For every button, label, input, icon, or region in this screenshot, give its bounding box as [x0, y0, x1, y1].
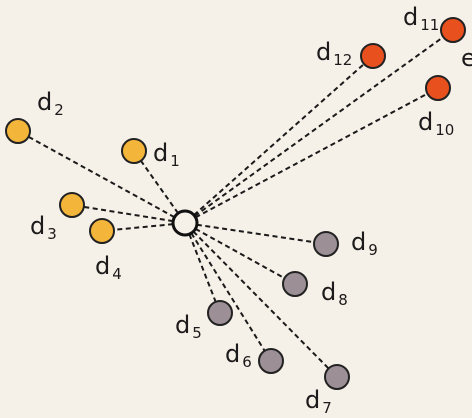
label-d12-base: d	[316, 38, 331, 66]
edge-d8	[195, 227, 285, 280]
node-d1	[121, 138, 147, 164]
label-d9-base: d	[351, 228, 366, 256]
edge-group	[28, 36, 444, 370]
edge-d6	[190, 232, 266, 352]
label-d6-base: d	[225, 340, 240, 368]
label-d5-subscript: 5	[192, 324, 202, 342]
label-d8-subscript: 8	[338, 291, 348, 309]
node-d10	[425, 75, 451, 101]
label-d7-base: d	[305, 386, 320, 414]
center-node	[171, 209, 199, 237]
cropped-text-fragment: e	[461, 44, 472, 72]
node-d3	[59, 192, 85, 218]
label-d4-subscript: 4	[112, 265, 122, 283]
edge-d11	[194, 36, 444, 217]
label-d8-base: d	[321, 278, 336, 306]
label-d2-base: d	[37, 88, 52, 116]
edge-d7	[192, 230, 330, 370]
label-d6-subscript: 6	[242, 353, 252, 371]
label-d1-base: d	[153, 139, 168, 167]
node-d11	[440, 17, 466, 43]
label-group: d 1d 2d 3d 4d 5d 6d 7d 8d 9d 10d 11d 12	[30, 3, 454, 417]
label-d10-base: d	[418, 108, 433, 136]
node-d4	[89, 218, 115, 244]
edge-d3	[83, 205, 174, 223]
label-d5-base: d	[175, 311, 190, 339]
edge-d9	[196, 223, 315, 244]
label-d4-base: d	[95, 252, 110, 280]
edge-d1	[140, 160, 179, 214]
node-d12	[360, 43, 386, 69]
label-d3-base: d	[30, 212, 45, 240]
label-d7-subscript: 7	[322, 399, 332, 417]
node-d9	[313, 231, 339, 257]
node-group	[5, 17, 466, 390]
label-d11: d 11	[403, 3, 439, 34]
edge-d4	[113, 223, 174, 231]
label-d11-base: d	[403, 3, 418, 31]
node-d5	[207, 300, 233, 326]
node-d6	[258, 348, 284, 374]
label-d12-subscript: 12	[333, 51, 352, 69]
node-d2	[5, 118, 31, 144]
label-d10: d 10	[418, 108, 454, 139]
label-d2-subscript: 2	[54, 101, 64, 119]
label-d3-subscript: 3	[47, 225, 57, 243]
label-d9-subscript: 9	[368, 241, 378, 259]
node-d8	[282, 271, 308, 297]
label-d1-subscript: 1	[170, 152, 180, 170]
edge-d12	[193, 63, 365, 216]
label-d11-subscript: 11	[420, 16, 439, 34]
label-d12: d 12	[316, 38, 352, 69]
edge-d2	[28, 135, 175, 219]
label-d10-subscript: 10	[435, 121, 454, 139]
node-d7	[324, 364, 350, 390]
edge-d5	[188, 233, 217, 303]
edge-d10	[195, 92, 428, 219]
